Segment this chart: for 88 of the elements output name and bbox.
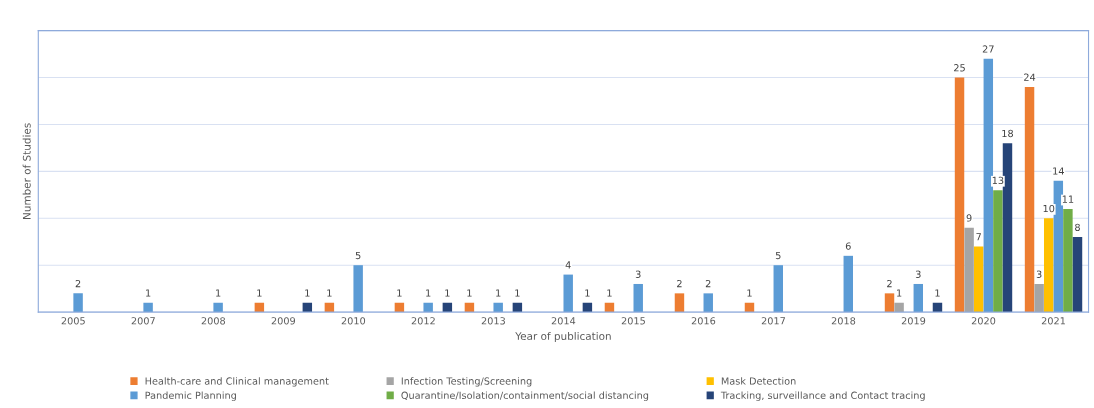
x-tick-label: 2013 [481, 317, 505, 325]
data-label: 1 [935, 289, 940, 297]
bar [353, 265, 363, 313]
bar [993, 190, 1003, 313]
x-tick-label: 2015 [621, 317, 645, 325]
bar [983, 58, 994, 313]
data-label: 14 [1053, 167, 1064, 175]
bar [143, 302, 153, 313]
data-label: 27 [982, 45, 994, 53]
bar [423, 302, 433, 313]
legend-label: Pandemic Planning [145, 391, 236, 401]
data-label: 1 [257, 289, 262, 297]
data-label: 1 [747, 289, 752, 297]
data-label: 3 [915, 270, 921, 278]
data-label: 3 [635, 270, 641, 278]
bar [703, 293, 713, 313]
x-axis-title: Year of publication [515, 331, 611, 343]
bar [493, 302, 503, 313]
data-label: 2 [677, 279, 682, 288]
bar [1063, 208, 1073, 313]
bar [894, 302, 904, 313]
data-label: 1 [327, 289, 332, 297]
legend-label: Quarantine/Isolation/containment/social distancing [401, 391, 649, 401]
bar [1034, 283, 1044, 313]
data-label: 1 [445, 289, 450, 297]
bar [674, 293, 685, 313]
bar [964, 227, 974, 313]
data-label: 25 [954, 64, 965, 72]
bar [633, 283, 643, 313]
bar [213, 302, 223, 313]
x-tick-label: 2014 [551, 317, 576, 325]
data-label: 24 [1024, 73, 1036, 81]
x-tick-label: 2012 [411, 317, 435, 325]
data-label: 2 [75, 279, 81, 288]
data-label: 1 [496, 289, 501, 297]
bar [1002, 143, 1013, 313]
data-label: 4 [565, 261, 571, 269]
data-label: 5 [355, 251, 361, 260]
data-label: 13 [992, 176, 1004, 185]
data-label: 1 [585, 289, 590, 297]
legend-label: Tracking, surveillance and Contact tracing [720, 391, 925, 401]
bar [563, 274, 573, 313]
data-label: 6 [845, 242, 851, 250]
legend-label: Health-care and Clinical management [145, 377, 329, 387]
y-axis-title: Number of Studies [22, 123, 31, 219]
x-tick-label: 2018 [831, 317, 856, 325]
x-tick-label: 2005 [61, 317, 85, 325]
data-label: 18 [1002, 129, 1014, 138]
bar [973, 246, 984, 313]
data-label: 1 [607, 289, 612, 297]
x-tick-label: 2008 [201, 317, 226, 325]
bar [1024, 86, 1035, 313]
data-label: 9 [966, 214, 972, 222]
bar [73, 293, 83, 313]
data-label: 11 [1062, 195, 1074, 203]
x-tick-label: 2020 [971, 317, 996, 325]
data-label: 1 [146, 289, 151, 297]
x-tick-label: 2007 [131, 317, 155, 325]
data-label: 1 [467, 289, 472, 297]
data-label: 1 [515, 289, 520, 297]
data-label: 2 [705, 279, 711, 288]
data-label: 2 [887, 279, 892, 288]
data-label: 3 [1036, 270, 1042, 278]
data-label: 1 [305, 289, 310, 297]
x-tick-label: 2016 [691, 317, 716, 325]
data-label: 7 [976, 233, 981, 241]
data-label: 1 [426, 289, 431, 297]
x-tick-label: 2021 [1041, 317, 1065, 325]
bar [1053, 180, 1064, 313]
bar [773, 265, 783, 313]
x-tick-label: 2019 [901, 317, 926, 325]
data-label: 8 [1075, 223, 1080, 231]
bar [1072, 237, 1083, 313]
legend-label: Infection Testing/Screening [401, 377, 532, 387]
bar [913, 283, 924, 313]
bar [1044, 218, 1054, 313]
bar [954, 77, 965, 313]
x-tick-label: 2017 [761, 317, 785, 325]
data-label: 10 [1043, 204, 1055, 213]
bar [843, 255, 853, 313]
data-label: 1 [216, 289, 221, 297]
x-tick-label: 2010 [341, 317, 366, 325]
data-label: 1 [897, 289, 902, 297]
data-label: 1 [397, 289, 402, 297]
x-tick-label: 2009 [271, 317, 296, 325]
legend-label: Mask Detection [721, 377, 796, 385]
data-label: 5 [775, 251, 781, 260]
bar [884, 293, 895, 313]
